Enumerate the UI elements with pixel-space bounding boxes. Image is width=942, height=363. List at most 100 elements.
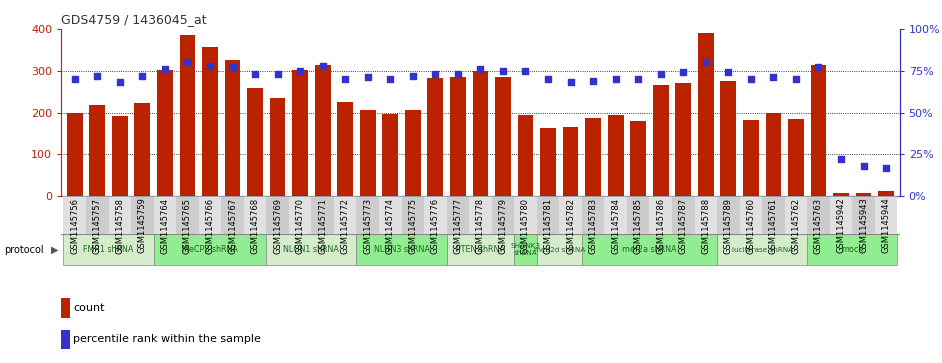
Bar — [176, 196, 199, 234]
Bar — [405, 110, 421, 196]
Bar — [221, 196, 244, 234]
Text: GSM1145780: GSM1145780 — [521, 197, 530, 253]
Bar — [582, 234, 717, 265]
Text: mef2a shRNA: mef2a shRNA — [623, 245, 676, 254]
Text: GSM1145775: GSM1145775 — [408, 197, 417, 253]
Bar — [135, 103, 151, 196]
Point — [518, 68, 533, 74]
Point — [698, 60, 713, 65]
Bar — [721, 81, 737, 196]
Text: GSM1145757: GSM1145757 — [93, 197, 102, 253]
Bar — [517, 115, 533, 196]
Bar — [63, 234, 154, 265]
Bar — [562, 127, 578, 196]
Bar — [447, 196, 469, 198]
Bar — [698, 33, 714, 196]
Bar — [428, 78, 444, 196]
Bar — [514, 196, 537, 198]
Bar — [537, 196, 560, 198]
Point — [203, 63, 218, 69]
Text: GSM1145762: GSM1145762 — [791, 197, 801, 253]
Text: GSM1145769: GSM1145769 — [273, 197, 282, 253]
Bar — [875, 196, 898, 234]
Text: GSM1145784: GSM1145784 — [611, 197, 620, 253]
Point — [270, 71, 285, 77]
Bar — [788, 119, 804, 196]
Bar — [86, 196, 108, 198]
Bar — [131, 196, 154, 198]
Point — [180, 60, 195, 65]
Bar — [360, 110, 376, 196]
Bar — [855, 193, 871, 196]
Point — [67, 76, 82, 82]
Bar — [649, 196, 672, 234]
Bar — [717, 196, 739, 198]
Text: GSM1145766: GSM1145766 — [205, 197, 215, 254]
Point — [293, 68, 308, 74]
Text: GSM1145942: GSM1145942 — [836, 197, 846, 253]
Bar — [447, 234, 514, 265]
Bar — [762, 196, 785, 234]
Text: GSM1145771: GSM1145771 — [318, 197, 327, 253]
Point — [675, 70, 690, 76]
Text: count: count — [73, 303, 105, 313]
Point — [563, 79, 578, 85]
Text: PTEN shRNA: PTEN shRNA — [456, 245, 505, 254]
Text: GSM1145776: GSM1145776 — [430, 197, 440, 254]
Text: GDS4759 / 1436045_at: GDS4759 / 1436045_at — [61, 13, 207, 26]
Text: GSM1145758: GSM1145758 — [115, 197, 124, 253]
Text: GSM1145772: GSM1145772 — [341, 197, 349, 253]
Text: GSM1145944: GSM1145944 — [882, 197, 890, 253]
Text: percentile rank within the sample: percentile rank within the sample — [73, 334, 261, 344]
Bar — [333, 196, 356, 234]
Point — [834, 156, 849, 162]
Text: GSM1145785: GSM1145785 — [634, 197, 642, 253]
Text: GSM1145761: GSM1145761 — [769, 197, 778, 253]
Bar — [108, 196, 131, 198]
Text: GSM1145770: GSM1145770 — [296, 197, 304, 253]
Bar — [63, 196, 86, 198]
Text: GSM1145773: GSM1145773 — [364, 197, 372, 254]
Text: GSM1145787: GSM1145787 — [679, 197, 688, 254]
Bar — [537, 196, 560, 234]
Text: GSM1145943: GSM1145943 — [859, 197, 868, 253]
Point — [879, 165, 894, 171]
Bar — [605, 196, 627, 198]
Bar — [333, 196, 356, 198]
Bar — [495, 77, 511, 196]
Text: GSM1145767: GSM1145767 — [228, 197, 237, 254]
Bar — [743, 120, 758, 196]
Bar — [537, 234, 582, 265]
Bar — [717, 196, 739, 234]
Point — [609, 76, 624, 82]
Bar — [582, 196, 605, 234]
Bar — [627, 196, 649, 234]
Text: NLGN1 shRNA: NLGN1 shRNA — [284, 245, 339, 254]
Bar — [605, 196, 627, 234]
Bar — [492, 196, 514, 234]
Text: GSM1145788: GSM1145788 — [701, 197, 710, 254]
Point — [721, 70, 736, 76]
Point — [157, 66, 172, 72]
Bar — [244, 196, 267, 198]
Bar — [878, 191, 894, 196]
Bar — [473, 71, 488, 196]
Point — [316, 63, 331, 69]
Bar — [875, 196, 898, 198]
Bar — [694, 196, 717, 234]
Point — [112, 79, 127, 85]
Bar — [853, 196, 875, 198]
Bar — [356, 196, 379, 234]
Bar — [447, 196, 469, 234]
Point — [473, 66, 488, 72]
Point — [428, 71, 443, 77]
Bar — [199, 196, 221, 234]
Bar — [514, 234, 537, 265]
Point — [788, 76, 804, 82]
Text: GSM1145783: GSM1145783 — [589, 197, 597, 254]
Point — [248, 71, 263, 77]
Bar — [108, 196, 131, 234]
Bar — [401, 196, 424, 234]
Point — [382, 76, 398, 82]
Bar — [830, 196, 853, 234]
